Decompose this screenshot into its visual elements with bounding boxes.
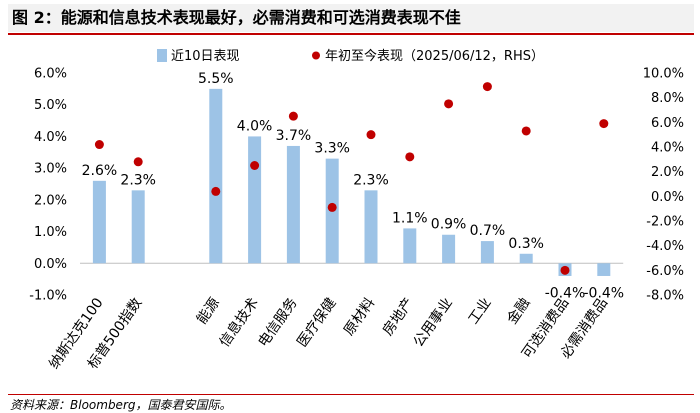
- y-right-tick-label: -2.0%: [646, 215, 684, 230]
- legend-bar-label: 近10日表现: [171, 49, 240, 64]
- bar: [209, 88, 223, 264]
- scatter-point: [405, 152, 415, 162]
- bar-value-label: 2.6%: [82, 163, 118, 179]
- scatter-point: [250, 161, 260, 170]
- scatter-point: [366, 130, 376, 140]
- chart: 近10日表现 年初至今表现（2025/06/12，RHS） -1.0% 0.0% 1.0…: [29, 48, 684, 372]
- scatter-point: [211, 186, 221, 196]
- bar: [442, 234, 456, 264]
- source-rule: [8, 394, 694, 395]
- bar: [480, 241, 494, 264]
- y-right-tick-label: 0.0%: [651, 190, 684, 205]
- bar-value-label: -0.4%: [583, 285, 624, 301]
- scatter-point: [599, 119, 609, 129]
- bar-value-label: 4.0%: [237, 118, 273, 134]
- x-category-label: 工业: [466, 295, 495, 327]
- y-right-tick-label: 2.0%: [651, 165, 684, 180]
- scatter-point: [288, 111, 298, 121]
- title-rule: [8, 33, 694, 35]
- bar-value-label: 2.3%: [120, 172, 156, 188]
- scatter-point: [521, 126, 531, 136]
- y-right-tick-label: 4.0%: [651, 141, 684, 156]
- bar-value-label: 3.3%: [314, 141, 350, 157]
- legend-dot-swatch: [312, 51, 320, 60]
- bar-value-label: 0.3%: [508, 236, 544, 252]
- y-right-tick-label: 8.0%: [651, 91, 684, 106]
- y-left-tick-label: 0.0%: [34, 257, 67, 272]
- bar: [364, 190, 378, 264]
- y-left-tick-label: 2.0%: [34, 193, 67, 208]
- y-left-tick-label: 5.0%: [34, 98, 67, 113]
- bar-value-label: 3.7%: [276, 128, 312, 144]
- scatter-point: [327, 202, 337, 212]
- x-category-label: 医疗保健: [294, 295, 339, 350]
- legend-bar-swatch: [157, 49, 167, 62]
- y-right-tick-label: -4.0%: [646, 239, 684, 254]
- bar-value-label: -0.4%: [545, 285, 586, 301]
- bar: [131, 190, 145, 264]
- y-right-tick-label: 6.0%: [651, 116, 684, 131]
- y-left-tick-label: 3.0%: [34, 162, 67, 177]
- bar-value-label: 0.9%: [431, 217, 467, 233]
- bar: [519, 253, 533, 264]
- bar: [92, 180, 106, 264]
- y-right-tick-label: 10.0%: [643, 67, 684, 82]
- y-left-tick-label: 4.0%: [34, 130, 67, 145]
- bar-value-label: 0.7%: [470, 223, 506, 239]
- bar: [597, 263, 611, 276]
- scatter-point: [444, 99, 454, 109]
- scatter-point: [133, 157, 143, 167]
- figure-title: 图 2：能源和信息技术表现最好，必需消费和可选消费表现不佳: [8, 4, 694, 32]
- y-right-tick-label: -8.0%: [646, 289, 684, 304]
- source-note: 资料来源：Bloomberg，国泰君安国际。: [10, 398, 232, 412]
- bar: [403, 228, 417, 264]
- legend-dot-label: 年初至今表现（2025/06/12，RHS）: [325, 48, 544, 64]
- bar-value-label: 5.5%: [198, 71, 234, 87]
- bar: [286, 145, 300, 264]
- y-left-tick-label: 6.0%: [34, 67, 67, 82]
- x-category-label: 原材料: [341, 295, 378, 339]
- bar-value-label: 2.3%: [353, 172, 389, 188]
- x-category-label: 公用事业: [411, 295, 456, 350]
- x-category-label: 金融: [504, 295, 533, 327]
- x-category-label: 能源: [194, 295, 223, 327]
- x-category-label: 房地产: [380, 295, 417, 339]
- scatter-point: [560, 265, 570, 275]
- bar: [248, 136, 262, 264]
- scatter-point: [94, 140, 104, 150]
- scatter-point: [482, 82, 492, 92]
- bar-value-label: 1.1%: [392, 210, 428, 226]
- y-right-tick-label: -6.0%: [646, 264, 684, 279]
- y-left-tick-label: -1.0%: [29, 289, 67, 304]
- y-left-tick-label: 1.0%: [34, 225, 67, 240]
